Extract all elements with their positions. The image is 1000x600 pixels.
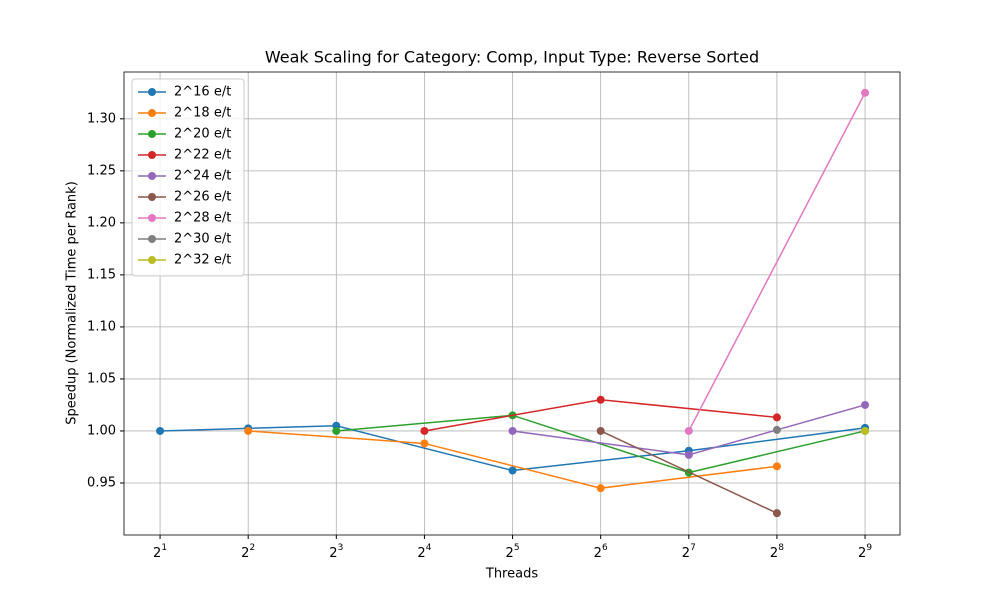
legend-marker xyxy=(148,256,156,264)
legend-label: 2^18 e/t xyxy=(174,106,231,121)
x-tick-label: 23 xyxy=(329,543,343,561)
data-point xyxy=(684,426,693,435)
series-line xyxy=(688,92,866,432)
data-point xyxy=(420,426,429,435)
series-line xyxy=(248,430,778,489)
data-point xyxy=(596,395,605,404)
x-tick-label: 22 xyxy=(241,543,255,561)
data-point xyxy=(861,88,870,97)
data-point xyxy=(420,439,429,448)
legend-label: 2^32 e/t xyxy=(174,253,231,268)
tick-exponent: 8 xyxy=(778,543,784,553)
tick-base: 2 xyxy=(153,546,161,561)
y-tick-label: 1.00 xyxy=(87,423,116,438)
plot-frame xyxy=(123,71,901,536)
data-point xyxy=(596,484,605,493)
legend-label: 2^16 e/t xyxy=(174,85,231,100)
data-point xyxy=(332,426,341,435)
tick-exponent: 4 xyxy=(426,543,432,553)
y-tick-label: 1.20 xyxy=(87,215,116,230)
legend-marker xyxy=(148,88,156,96)
x-tick-label: 25 xyxy=(506,543,520,561)
tick-exponent: 6 xyxy=(602,543,608,553)
data-point xyxy=(508,466,517,475)
tick-base: 2 xyxy=(770,546,778,561)
x-tick-label: 26 xyxy=(594,543,608,561)
legend-marker xyxy=(148,193,156,201)
data-point xyxy=(596,426,605,435)
y-tick-label: 1.25 xyxy=(87,163,116,178)
tick-base: 2 xyxy=(594,546,602,561)
y-tick-label: 1.10 xyxy=(87,319,116,334)
x-tick-label: 24 xyxy=(417,543,431,561)
tick-base: 2 xyxy=(682,546,690,561)
data-point xyxy=(684,450,693,459)
legend-label: 2^26 e/t xyxy=(174,190,231,205)
legend-label: 2^20 e/t xyxy=(174,127,231,142)
tick-exponent: 3 xyxy=(338,543,344,553)
x-tick-label: 27 xyxy=(682,543,696,561)
tick-exponent: 9 xyxy=(866,543,872,553)
series-line xyxy=(600,430,778,514)
legend-label: 2^30 e/t xyxy=(174,232,231,247)
legend-label: 2^24 e/t xyxy=(174,169,231,184)
data-point xyxy=(772,509,781,518)
tick-base: 2 xyxy=(417,546,425,561)
legend-marker xyxy=(148,172,156,180)
tick-exponent: 1 xyxy=(161,543,167,553)
legend-marker xyxy=(148,151,156,159)
tick-base: 2 xyxy=(241,546,249,561)
x-tick-label: 21 xyxy=(153,543,167,561)
x-tick-label: 29 xyxy=(858,543,872,561)
x-tick-label: 28 xyxy=(770,543,784,561)
tick-base: 2 xyxy=(858,546,866,561)
y-tick-label: 1.15 xyxy=(87,267,116,282)
legend-marker xyxy=(148,235,156,243)
y-axis-label: Speedup (Normalized Time per Rank) xyxy=(65,181,80,425)
data-point xyxy=(772,425,781,434)
tick-exponent: 7 xyxy=(690,543,696,553)
data-point xyxy=(156,426,165,435)
data-point xyxy=(772,413,781,422)
data-point xyxy=(244,426,253,435)
data-point xyxy=(772,462,781,471)
legend-marker xyxy=(148,109,156,117)
series-line xyxy=(336,414,866,474)
data-point xyxy=(508,426,517,435)
chart-title: Weak Scaling for Category: Comp, Input T… xyxy=(265,48,759,67)
x-axis-label: Threads xyxy=(485,567,538,582)
legend-label: 2^28 e/t xyxy=(174,211,231,226)
y-tick-label: 0.95 xyxy=(87,475,116,490)
data-point xyxy=(861,400,870,409)
y-tick-label: 1.05 xyxy=(87,371,116,386)
legend-marker xyxy=(148,130,156,138)
tick-exponent: 2 xyxy=(249,543,255,553)
tick-exponent: 5 xyxy=(514,543,520,553)
y-tick-label: 1.30 xyxy=(87,111,116,126)
data-point xyxy=(861,426,870,435)
legend-marker xyxy=(148,214,156,222)
legend-label: 2^22 e/t xyxy=(174,148,231,163)
tick-base: 2 xyxy=(506,546,514,561)
legend-box xyxy=(131,78,245,277)
tick-base: 2 xyxy=(329,546,337,561)
